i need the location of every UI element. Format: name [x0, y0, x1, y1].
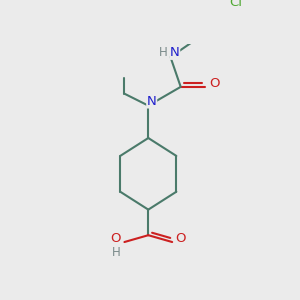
Text: N: N: [170, 46, 180, 59]
Text: O: O: [111, 232, 121, 245]
Text: O: O: [176, 232, 186, 245]
Text: H: H: [159, 46, 168, 59]
Text: O: O: [209, 77, 220, 90]
Text: H: H: [112, 246, 120, 259]
Text: N: N: [147, 95, 157, 108]
Text: Cl: Cl: [229, 0, 242, 9]
